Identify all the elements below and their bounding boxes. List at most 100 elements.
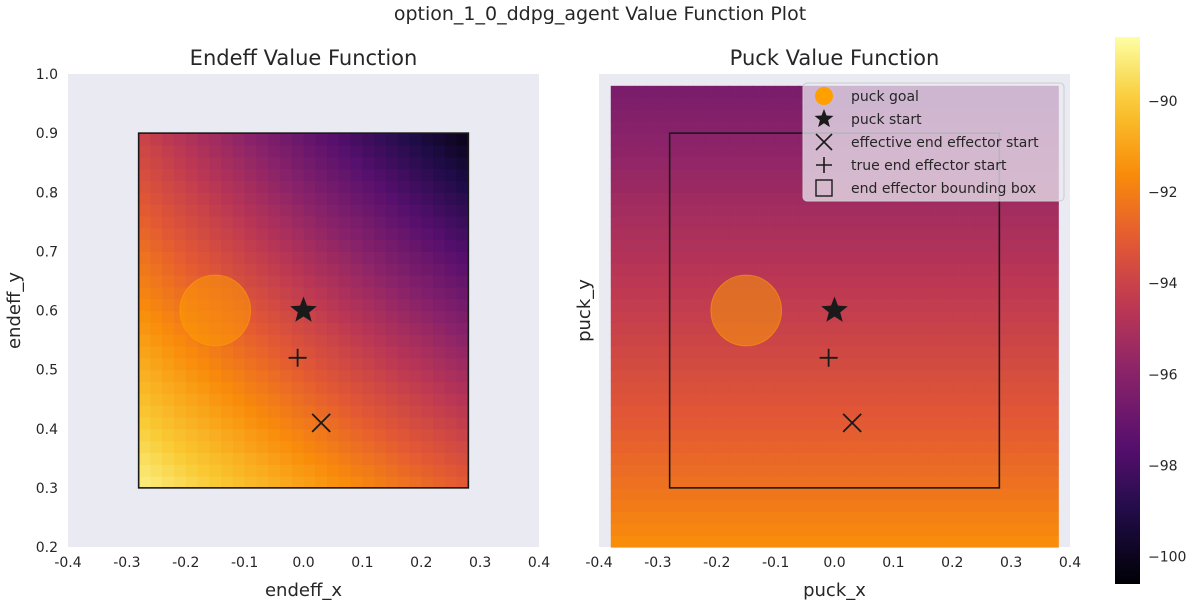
heatmap-cell — [763, 239, 777, 252]
heatmap-cell — [822, 535, 836, 548]
heatmap-cell — [256, 428, 269, 442]
colorbar: −100−98−96−94−92−90 — [1115, 37, 1186, 584]
heatmap-cell — [397, 156, 411, 170]
heatmap-cell — [728, 487, 741, 501]
heatmap-cell — [409, 156, 422, 170]
heatmap-cell — [1011, 322, 1024, 335]
heatmap-cell — [681, 523, 694, 536]
heatmap-cell — [822, 393, 836, 406]
heatmap-cell — [999, 440, 1012, 453]
heatmap-cell — [338, 227, 352, 241]
heatmap-cell — [338, 322, 352, 335]
heatmap-cell — [869, 263, 883, 276]
heatmap-cell — [928, 298, 942, 312]
heatmap-cell — [338, 251, 352, 264]
heatmap-cell — [952, 428, 965, 442]
heatmap-cell — [622, 452, 635, 465]
heatmap-cell — [693, 97, 706, 111]
heatmap-cell — [185, 381, 199, 394]
heatmap-cell — [752, 452, 765, 465]
heatmap-cell — [622, 345, 635, 359]
heatmap-cell — [999, 204, 1012, 217]
heatmap-cell — [775, 180, 788, 193]
heatmap-cell — [421, 227, 434, 241]
heatmap-cell — [444, 452, 458, 465]
heatmap-cell — [740, 357, 753, 371]
heatmap-cell — [622, 239, 635, 252]
heatmap-cell — [940, 393, 953, 406]
heatmap-cell — [799, 428, 812, 442]
heatmap-cell — [244, 180, 257, 193]
heatmap-cell — [716, 192, 730, 205]
heatmap-cell — [350, 322, 363, 335]
heatmap-cell — [975, 310, 989, 323]
heatmap-cell — [869, 369, 883, 383]
heatmap-cell — [138, 334, 152, 347]
heatmap-cell — [846, 464, 859, 477]
heatmap-cell — [433, 156, 446, 170]
heatmap-cell — [374, 275, 387, 288]
heatmap-cell — [999, 298, 1012, 312]
heatmap-cell — [928, 357, 942, 371]
heatmap-cell — [162, 476, 175, 489]
heatmap-cell — [456, 168, 469, 182]
heatmap-cell — [221, 239, 234, 252]
heatmap-cell — [775, 144, 788, 158]
heatmap-cell — [385, 275, 399, 288]
heatmap-cell — [740, 523, 753, 536]
heatmap-cell — [209, 204, 222, 217]
heatmap-cell — [303, 168, 316, 182]
heatmap-cell — [893, 227, 906, 241]
heatmap-cell — [622, 298, 635, 312]
heatmap-cell — [1011, 275, 1024, 288]
heatmap-cell — [315, 286, 328, 300]
heatmap-cell — [397, 286, 411, 300]
heatmap-cell — [244, 464, 257, 477]
heatmap-cell — [646, 192, 659, 205]
heatmap-cell — [763, 381, 777, 394]
heatmap-cell — [444, 156, 458, 170]
heatmap-cell — [869, 440, 883, 453]
heatmap-cell — [869, 428, 883, 442]
heatmap-cell — [634, 405, 647, 418]
heatmap-cell — [456, 144, 469, 158]
heatmap-cell — [350, 428, 363, 442]
heatmap-cell — [728, 97, 741, 111]
heatmap-cell — [975, 369, 989, 383]
heatmap-cell — [433, 334, 446, 347]
heatmap-cell — [1046, 511, 1059, 524]
heatmap-cell — [928, 369, 942, 383]
heatmap-cell — [610, 381, 624, 394]
heatmap-cell — [704, 97, 718, 111]
heatmap-cell — [787, 298, 800, 312]
heatmap-cell — [209, 156, 222, 170]
heatmap-cell — [1034, 369, 1048, 383]
heatmap-cell — [315, 227, 328, 241]
heatmap-cell — [256, 263, 269, 276]
heatmap-cell — [1011, 251, 1024, 264]
heatmap-cell — [221, 251, 234, 264]
heatmap-cell — [775, 204, 788, 217]
heatmap-cell — [822, 381, 836, 394]
heatmap-cell — [905, 535, 918, 548]
heatmap-cell — [397, 227, 411, 241]
heatmap-cell — [173, 416, 187, 430]
heatmap-cell — [952, 310, 965, 323]
colorbar-tick-label: −100 — [1148, 550, 1186, 566]
heatmap-cell — [763, 133, 777, 146]
heatmap-cell — [433, 452, 446, 465]
heatmap-cell — [728, 204, 741, 217]
heatmap-cell — [952, 381, 965, 394]
heatmap-cell — [975, 334, 989, 347]
heatmap-cell — [327, 204, 340, 217]
heatmap-cell — [173, 133, 187, 146]
heatmap-cell — [162, 263, 175, 276]
heatmap-cell — [657, 192, 671, 205]
heatmap-cell — [775, 405, 788, 418]
heatmap-cell — [646, 168, 659, 182]
heatmap-cell — [858, 440, 871, 453]
heatmap-cell — [374, 381, 387, 394]
heatmap-cell — [634, 286, 647, 300]
heatmap-cell — [622, 393, 635, 406]
heatmap-cell — [433, 393, 446, 406]
